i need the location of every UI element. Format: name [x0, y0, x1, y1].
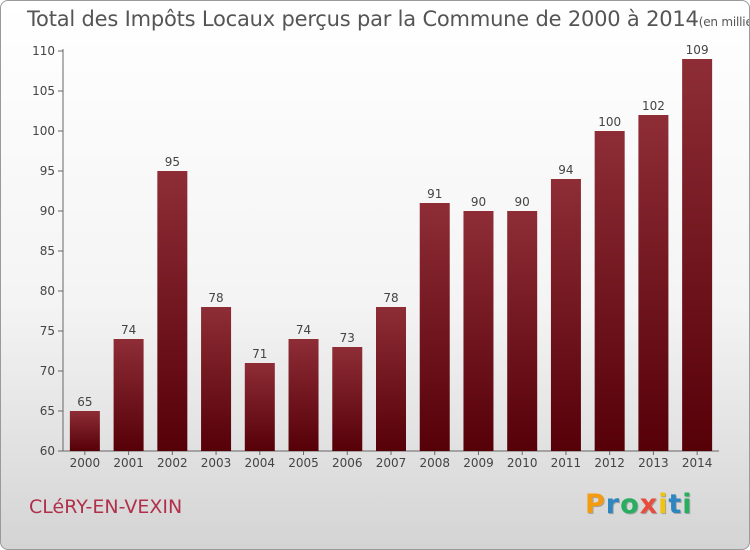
- x-tick-label-2006: 2006: [332, 456, 363, 470]
- x-tick-label-2007: 2007: [376, 456, 407, 470]
- x-tick-label-2013: 2013: [638, 456, 669, 470]
- data-label-2006: 73: [340, 331, 355, 345]
- bar-2010: [507, 211, 538, 451]
- bar-2007: [376, 307, 406, 451]
- y-tick-label: 70: [40, 364, 55, 378]
- chart-title-text: Total des Impôts Locaux perçus par la Co…: [27, 7, 699, 31]
- logo-letter: i: [682, 489, 693, 520]
- data-label-2004: 71: [252, 347, 267, 361]
- bar-2004: [244, 363, 275, 451]
- x-tick-label-2009: 2009: [463, 456, 494, 470]
- chart-title: Total des Impôts Locaux perçus par la Co…: [27, 7, 749, 31]
- bar-2014: [682, 59, 713, 451]
- y-tick-label: 90: [40, 204, 55, 218]
- x-tick-label-2000: 2000: [70, 456, 101, 470]
- data-label-2002: 95: [165, 155, 180, 169]
- axes: 60 65 70 75 80 85 90 95 100 105 110 2000 2001 2002 200…: [32, 44, 719, 470]
- unit-note: (en milliers d'€): [698, 15, 749, 29]
- bar-2008: [419, 203, 450, 451]
- bar-2011: [550, 179, 581, 451]
- commune-name: CLéRY-EN-VEXIN: [29, 496, 183, 518]
- bar-2013: [638, 115, 669, 451]
- logo-letter: x: [639, 489, 659, 520]
- data-label-2013: 102: [642, 99, 665, 113]
- proxiti-logo: Proxiti: [585, 489, 693, 520]
- bar-2009: [463, 211, 494, 451]
- y-tick-label: 80: [40, 284, 55, 298]
- y-tick-label: 95: [40, 164, 55, 178]
- bar-2000: [69, 411, 100, 451]
- x-tick-label-2014: 2014: [682, 456, 713, 470]
- x-tick-label-2001: 2001: [113, 456, 144, 470]
- logo-letter: i: [658, 489, 669, 520]
- logo-letter: o: [620, 489, 640, 520]
- y-tick-label: 110: [32, 44, 55, 58]
- data-label-2001: 74: [121, 323, 136, 337]
- y-tick-label: 60: [40, 444, 55, 458]
- y-tick-label: 85: [40, 244, 55, 258]
- logo-letter: t: [668, 489, 683, 520]
- bar-2005: [288, 339, 319, 451]
- y-tick-label: 65: [40, 404, 55, 418]
- data-label-2008: 91: [427, 187, 442, 201]
- x-tick-label-2011: 2011: [551, 456, 582, 470]
- y-tick-label: 105: [32, 84, 55, 98]
- x-tick-label-2005: 2005: [288, 456, 319, 470]
- x-tick-label-2003: 2003: [201, 456, 232, 470]
- data-label-2005: 74: [296, 323, 311, 337]
- x-tick-label-2008: 2008: [419, 456, 450, 470]
- data-label-2011: 94: [558, 163, 573, 177]
- logo-letter: r: [605, 489, 621, 520]
- x-tick-label-2002: 2002: [157, 456, 188, 470]
- data-label-2009: 90: [471, 195, 486, 209]
- data-label-2012: 100: [598, 115, 621, 129]
- x-tick-label-2012: 2012: [594, 456, 625, 470]
- data-label-2000: 65: [77, 395, 92, 409]
- data-label-2010: 90: [515, 195, 530, 209]
- bar-2003: [201, 307, 232, 451]
- bar-2002: [157, 171, 188, 451]
- bar-2001: [113, 339, 144, 451]
- logo-letter: P: [585, 489, 606, 520]
- bar-2012: [594, 131, 625, 451]
- x-tick-label-2010: 2010: [507, 456, 538, 470]
- x-tick-label-2004: 2004: [245, 456, 276, 470]
- y-tick-label: 75: [40, 324, 55, 338]
- y-tick-label: 100: [32, 124, 55, 138]
- data-label-2007: 78: [383, 291, 398, 305]
- bars: 65 74 95 78 71 74 73 78 91 90 90 94 100 102 109: [69, 43, 713, 451]
- data-label-2003: 78: [208, 291, 223, 305]
- data-label-2014: 109: [686, 43, 709, 57]
- bar-2006: [332, 347, 363, 451]
